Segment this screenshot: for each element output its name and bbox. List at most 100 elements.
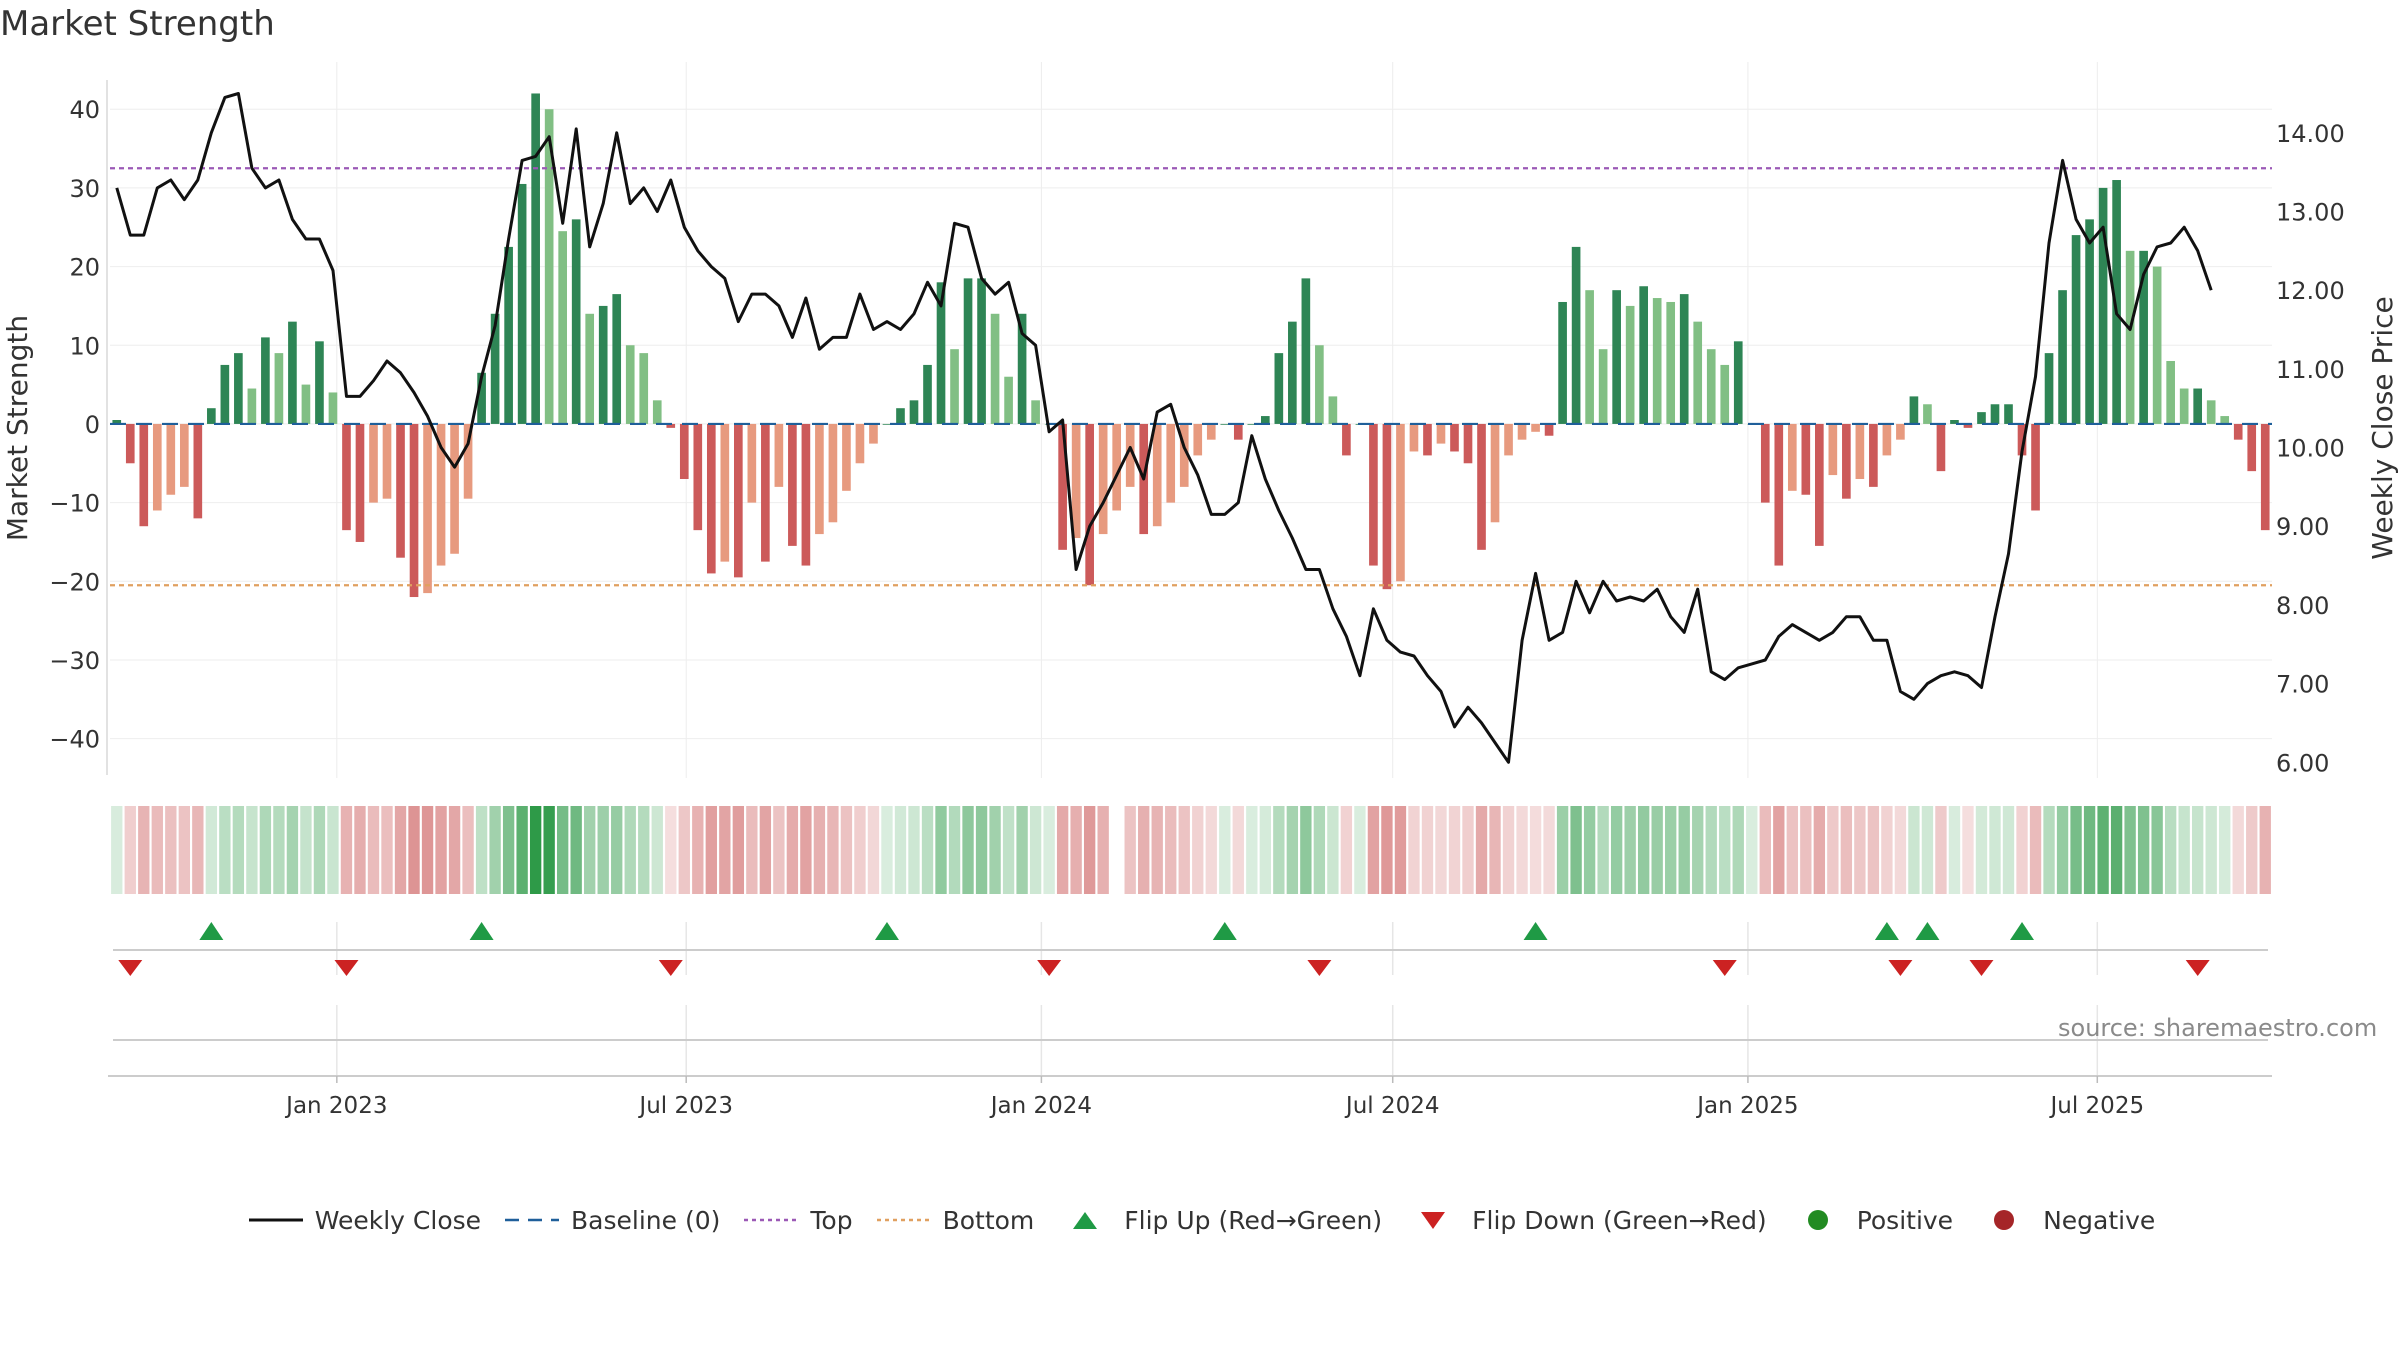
right-tick-label: 12.00	[2276, 277, 2345, 305]
legend-item-dot-orange: Bottom	[873, 1205, 1034, 1235]
heat-cell	[638, 806, 650, 894]
strength-bar	[247, 388, 257, 424]
strength-bar	[1369, 423, 1378, 566]
heat-cell	[489, 806, 501, 894]
strength-bar	[625, 345, 635, 424]
strength-bar	[950, 349, 959, 424]
strength-bar	[301, 384, 311, 424]
heat-cell	[813, 806, 826, 894]
heat-cell	[1678, 806, 1690, 894]
strength-bar	[139, 423, 149, 527]
strength-bar	[490, 313, 500, 424]
heat-cell	[1637, 806, 1650, 894]
strength-bar	[2058, 290, 2067, 424]
heat-cell	[2043, 806, 2055, 894]
heat-cell	[1813, 806, 1826, 894]
strength-bar	[1409, 423, 1419, 452]
strength-bar	[1706, 349, 1716, 424]
legend-item-dot-purple: Top	[740, 1205, 853, 1235]
strength-bar	[342, 423, 351, 531]
flip-up-marker	[1874, 922, 1899, 940]
heat-cell	[2151, 806, 2163, 894]
heat-cell	[1151, 806, 1163, 894]
heat-cell	[1719, 806, 1731, 894]
heat-cell	[854, 806, 866, 894]
strength-bar	[436, 423, 446, 566]
heat-cell	[165, 806, 177, 894]
strength-bar	[355, 423, 365, 542]
flip-down-marker	[1037, 960, 1062, 976]
heat-cell	[421, 806, 434, 894]
dot-orange-legend-glyph	[876, 1218, 931, 1222]
flip-up-marker	[1212, 922, 1237, 940]
strength-bar	[1423, 423, 1432, 456]
strength-bar	[2152, 266, 2162, 424]
flip-down-marker	[1969, 960, 1994, 976]
strength-bar	[220, 364, 230, 424]
strength-bar	[1774, 423, 1784, 566]
flip-markers	[113, 922, 2268, 976]
strength-bar	[2139, 250, 2148, 424]
x-tick-label: Jan 2025	[1695, 1093, 1798, 1119]
heat-cell	[1962, 806, 1974, 894]
strength-bar	[1288, 321, 1297, 424]
heat-cell	[1597, 806, 1609, 894]
heat-cell	[232, 806, 245, 894]
heat-cell	[2056, 806, 2069, 894]
heat-cell	[759, 806, 772, 894]
heat-cell	[394, 806, 407, 894]
strength-bar	[1382, 423, 1392, 590]
heat-cell	[651, 806, 663, 894]
heat-cell	[1354, 806, 1366, 894]
heat-cell	[1516, 806, 1528, 894]
strength-bar	[1909, 396, 1919, 424]
strength-bar	[2071, 235, 2081, 424]
strength-bar	[1220, 423, 1230, 425]
strength-bar	[1193, 423, 1203, 456]
right-tick-label: 13.00	[2276, 198, 2345, 226]
heat-cell	[1475, 806, 1488, 894]
strength-bar	[1625, 305, 1635, 424]
strength-bar	[977, 278, 986, 424]
strength-bar	[112, 420, 122, 424]
heat-cell	[327, 806, 339, 894]
heat-cell	[475, 806, 488, 894]
heat-cell	[948, 806, 961, 894]
heat-cell	[138, 806, 150, 894]
heat-cell	[462, 806, 474, 894]
chart-title: Market Strength	[0, 4, 275, 44]
heat-cell	[1881, 806, 1893, 894]
tri-up-legend-key	[1054, 1205, 1116, 1235]
strength-bar	[720, 423, 730, 562]
heat-cell	[1462, 806, 1474, 894]
heat-cell	[2137, 806, 2150, 894]
strength-bar	[842, 423, 851, 491]
heat-cell	[556, 806, 569, 894]
heat-cell	[597, 806, 609, 894]
heat-cell	[2232, 806, 2244, 894]
heat-cell	[2029, 806, 2042, 894]
left-tick-label: −20	[49, 568, 100, 596]
strength-bar	[2179, 388, 2189, 424]
legend-label: Flip Down (Green→Red)	[1472, 1205, 1767, 1235]
legend-label: Flip Up (Red→Green)	[1124, 1205, 1383, 1235]
strength-bar	[1679, 294, 1689, 424]
heat-cell	[246, 806, 258, 894]
strength-bar	[152, 423, 162, 511]
strength-bar	[828, 423, 838, 523]
left-tick-label: −40	[49, 726, 100, 754]
bottom-axis: Jan 2023 Jul 2023 Jan 2024 Jul 2024 Jan 2025…	[108, 1039, 2272, 1119]
strength-bar	[1531, 423, 1540, 432]
strength-bar	[1463, 423, 1473, 464]
strength-bar	[517, 183, 527, 424]
left-tick-label: 30	[69, 175, 100, 203]
legend-item-dash: Baseline (0)	[501, 1205, 720, 1235]
heat-cell	[2259, 806, 2271, 894]
strength-bar	[1315, 345, 1324, 424]
heat-cell	[259, 806, 272, 894]
heat-cell	[1732, 806, 1744, 894]
strength-bar	[1760, 423, 1770, 503]
strength-bar	[1842, 423, 1851, 499]
heat-cell	[1016, 806, 1028, 894]
heat-cell	[313, 806, 326, 894]
